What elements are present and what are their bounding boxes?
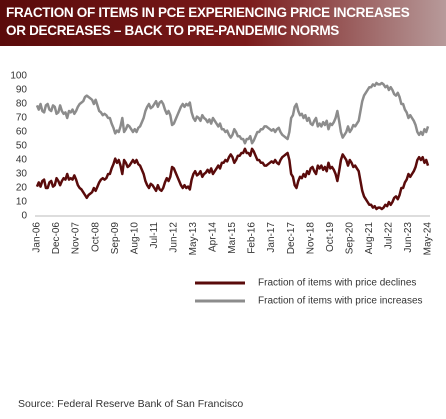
legend-label: Fraction of items with price declines bbox=[258, 278, 416, 289]
x-tick-label: May-24 bbox=[423, 222, 434, 256]
series-line bbox=[35, 147, 430, 211]
y-tick-label: 60 bbox=[16, 127, 28, 138]
x-tick-label: Jul-11 bbox=[149, 222, 160, 249]
x-tick-label: Jul-22 bbox=[384, 222, 395, 250]
y-tick-label: 80 bbox=[16, 99, 28, 110]
y-tick-label: 40 bbox=[16, 155, 28, 166]
y-tick-label: 50 bbox=[16, 141, 28, 152]
y-tick-label: 90 bbox=[16, 85, 28, 96]
x-tick-label: Aug-10 bbox=[129, 222, 140, 255]
x-tick-label: Nov-18 bbox=[305, 222, 316, 255]
x-tick-label: Feb-16 bbox=[247, 222, 258, 254]
y-tick-label: 30 bbox=[16, 169, 28, 180]
x-tick-label: Nov-07 bbox=[71, 222, 82, 255]
x-tick-label: Sep-20 bbox=[344, 222, 355, 255]
x-tick-label: Aug-21 bbox=[364, 222, 375, 255]
x-tick-label: Jun-23 bbox=[403, 222, 414, 253]
x-tick-label: May-13 bbox=[188, 222, 199, 256]
x-tick-label: Jan-06 bbox=[32, 222, 43, 253]
x-tick-label: Sep-09 bbox=[110, 222, 121, 255]
x-tick-label: Oct-19 bbox=[325, 222, 336, 252]
x-tick-label: Jun-12 bbox=[168, 222, 179, 253]
x-tick-label: Dec-06 bbox=[51, 222, 62, 255]
y-tick-label: 20 bbox=[16, 183, 28, 194]
x-tick-label: Oct-08 bbox=[90, 222, 101, 252]
y-tick-label: 70 bbox=[16, 113, 28, 124]
x-tick-label: Dec-17 bbox=[286, 222, 297, 255]
title-banner: FRACTION OF ITEMS IN PCE EXPERIENCING PR… bbox=[0, 0, 446, 46]
x-tick-label: Jan-17 bbox=[266, 222, 277, 253]
series-line bbox=[35, 81, 430, 145]
x-tick-label: Mar-15 bbox=[227, 222, 238, 254]
source: Source: Federal Reserve Bank of San Fran… bbox=[18, 398, 243, 410]
y-tick-label: 10 bbox=[16, 197, 28, 208]
chart-title: FRACTION OF ITEMS IN PCE EXPERIENCING PR… bbox=[6, 5, 410, 20]
x-tick-label: Apr-14 bbox=[208, 222, 219, 252]
y-tick-label: 100 bbox=[10, 71, 27, 82]
legend-label: Fraction of items with price increases bbox=[258, 296, 423, 307]
chart-title: OR DECREASES – BACK TO PRE-PANDEMIC NORM… bbox=[6, 23, 339, 38]
y-tick-label: 0 bbox=[21, 211, 27, 222]
